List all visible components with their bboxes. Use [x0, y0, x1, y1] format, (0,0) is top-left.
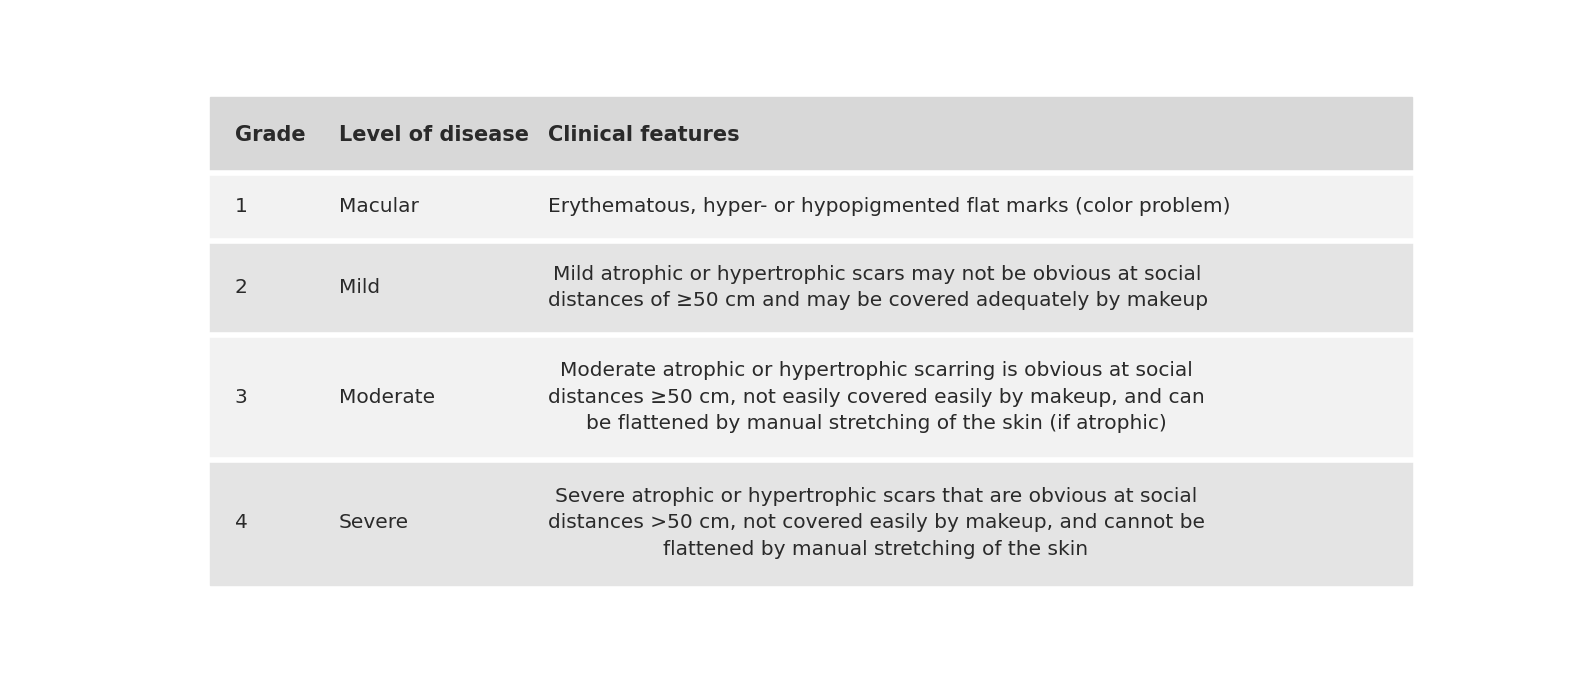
Text: Mild: Mild: [339, 278, 380, 297]
Text: 2: 2: [234, 278, 247, 297]
Bar: [211, 173, 1412, 241]
Text: 1: 1: [234, 198, 247, 217]
Bar: [211, 335, 1412, 460]
Text: Level of disease: Level of disease: [339, 125, 529, 145]
Text: Grade: Grade: [234, 125, 306, 145]
Bar: [211, 241, 1412, 335]
Text: 4: 4: [234, 513, 247, 532]
Text: Erythematous, hyper- or hypopigmented flat marks (color problem): Erythematous, hyper- or hypopigmented fl…: [548, 198, 1230, 217]
Text: 3: 3: [234, 387, 247, 407]
Text: Severe: Severe: [339, 513, 408, 532]
Text: Severe atrophic or hypertrophic scars that are obvious at social
distances >50 c: Severe atrophic or hypertrophic scars th…: [548, 487, 1205, 558]
Text: Mild atrophic or hypertrophic scars may not be obvious at social
distances of ≥5: Mild atrophic or hypertrophic scars may …: [548, 265, 1208, 311]
Text: Macular: Macular: [339, 198, 419, 217]
Text: Moderate atrophic or hypertrophic scarring is obvious at social
distances ≥50 cm: Moderate atrophic or hypertrophic scarri…: [548, 361, 1205, 433]
Bar: [211, 460, 1412, 585]
Bar: [211, 97, 1412, 173]
Text: Moderate: Moderate: [339, 387, 435, 407]
Text: Clinical features: Clinical features: [548, 125, 739, 145]
